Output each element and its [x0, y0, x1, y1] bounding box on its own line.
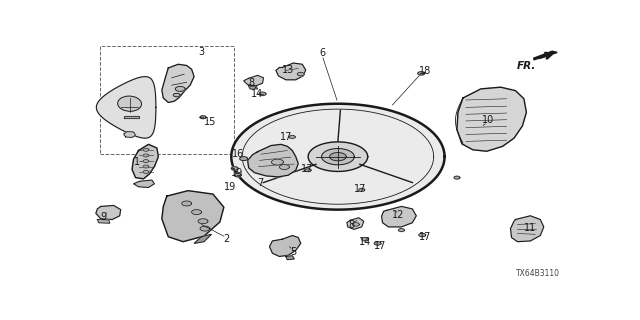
Polygon shape [511, 216, 544, 242]
Polygon shape [271, 159, 284, 165]
Text: 10: 10 [481, 115, 494, 125]
Polygon shape [297, 72, 304, 76]
Polygon shape [143, 154, 149, 157]
Polygon shape [352, 223, 359, 226]
Text: 17: 17 [419, 233, 431, 243]
Polygon shape [231, 104, 445, 210]
Text: 8: 8 [349, 220, 355, 230]
Polygon shape [289, 135, 295, 139]
Text: 17: 17 [301, 164, 314, 174]
Text: 17: 17 [354, 184, 367, 194]
Text: 17: 17 [280, 132, 292, 142]
Polygon shape [173, 93, 180, 97]
Polygon shape [175, 86, 185, 92]
Polygon shape [419, 233, 426, 237]
Polygon shape [418, 72, 425, 75]
Text: 19: 19 [223, 182, 236, 192]
Polygon shape [321, 148, 355, 165]
Polygon shape [457, 87, 527, 151]
Text: FR.: FR. [516, 61, 536, 71]
Polygon shape [305, 169, 311, 172]
Polygon shape [200, 226, 210, 231]
Polygon shape [143, 160, 149, 163]
Polygon shape [143, 148, 149, 151]
Polygon shape [97, 220, 110, 223]
Text: 11: 11 [524, 223, 536, 233]
Text: 14: 14 [252, 89, 264, 99]
Polygon shape [240, 157, 248, 161]
Polygon shape [276, 63, 306, 80]
Polygon shape [454, 176, 460, 179]
Polygon shape [248, 144, 298, 177]
Text: 19: 19 [230, 168, 243, 178]
Polygon shape [162, 191, 224, 242]
Polygon shape [280, 164, 289, 170]
Polygon shape [231, 167, 238, 170]
Text: 15: 15 [204, 117, 216, 127]
Polygon shape [347, 218, 364, 229]
Polygon shape [234, 173, 241, 177]
Text: 9: 9 [100, 212, 107, 222]
Text: 18: 18 [419, 66, 431, 76]
Polygon shape [191, 210, 202, 215]
Polygon shape [124, 116, 138, 118]
Polygon shape [308, 142, 368, 172]
Text: 5: 5 [290, 247, 296, 257]
Text: TX64B3110: TX64B3110 [516, 269, 560, 278]
Text: 12: 12 [392, 210, 404, 220]
Polygon shape [249, 86, 257, 89]
Polygon shape [132, 144, 158, 179]
Text: 3: 3 [198, 47, 205, 57]
Polygon shape [143, 165, 149, 168]
Polygon shape [259, 92, 266, 96]
Polygon shape [362, 237, 369, 241]
Polygon shape [330, 153, 346, 161]
Ellipse shape [118, 96, 141, 111]
Polygon shape [134, 180, 154, 188]
Polygon shape [244, 75, 264, 86]
Polygon shape [96, 205, 121, 220]
Polygon shape [143, 171, 149, 173]
Polygon shape [124, 132, 136, 138]
Polygon shape [162, 64, 194, 102]
Polygon shape [97, 76, 156, 138]
Text: 14: 14 [359, 237, 371, 247]
Text: 7: 7 [257, 178, 263, 188]
Text: 6: 6 [319, 48, 325, 58]
Text: 16: 16 [232, 149, 244, 159]
Text: 8: 8 [248, 78, 254, 88]
Polygon shape [182, 201, 191, 206]
Polygon shape [286, 256, 294, 260]
Text: 17: 17 [374, 241, 387, 251]
Polygon shape [399, 228, 404, 232]
Polygon shape [269, 236, 301, 256]
Polygon shape [250, 86, 255, 89]
Polygon shape [359, 188, 365, 191]
Polygon shape [534, 51, 557, 60]
Bar [100, 46, 234, 154]
Polygon shape [374, 242, 381, 245]
Polygon shape [194, 234, 211, 244]
Text: 2: 2 [223, 234, 230, 244]
Polygon shape [198, 219, 208, 224]
Text: 1: 1 [134, 156, 140, 167]
Text: 13: 13 [282, 65, 294, 76]
Polygon shape [200, 116, 206, 119]
Polygon shape [381, 206, 416, 227]
